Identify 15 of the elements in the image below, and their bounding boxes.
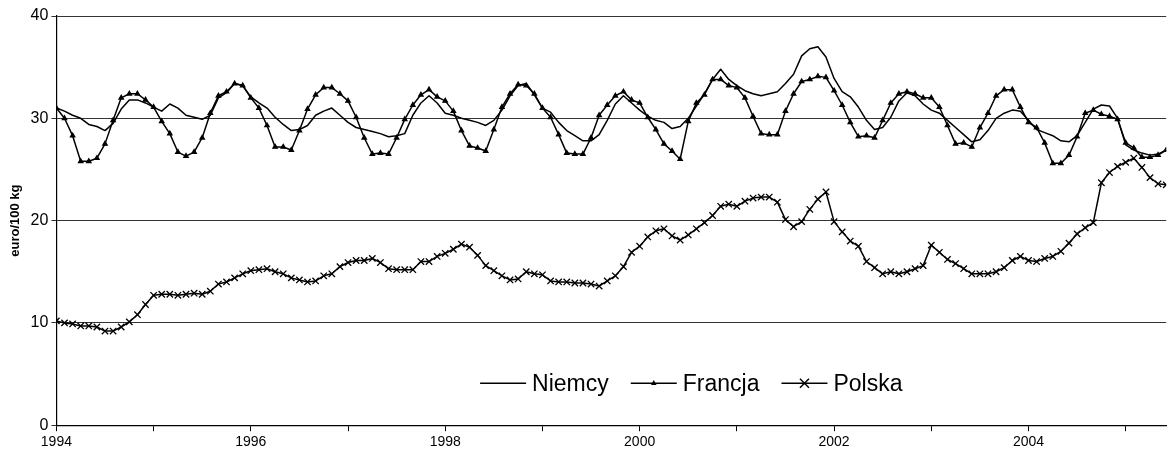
- x-tick-label: 1996: [235, 433, 267, 450]
- legend-label: Francja: [682, 369, 760, 396]
- y-tick-label: 30: [30, 108, 49, 126]
- y-tick-label: 10: [30, 313, 49, 331]
- y-tick-label: 20: [30, 211, 49, 229]
- x-tick-label: 2000: [624, 433, 656, 450]
- legend-label: Niemcy: [532, 369, 610, 396]
- y-tick-label: 40: [30, 6, 49, 24]
- y-axis-title: euro/100 kg: [7, 184, 23, 257]
- legend-label: Polska: [833, 369, 903, 396]
- x-tick-label: 1998: [429, 433, 462, 450]
- x-tick-label: 1994: [40, 433, 73, 450]
- y-tick-label: 0: [39, 415, 49, 433]
- x-tick-label: 2004: [1012, 433, 1045, 450]
- x-tick-label: 2002: [818, 433, 850, 450]
